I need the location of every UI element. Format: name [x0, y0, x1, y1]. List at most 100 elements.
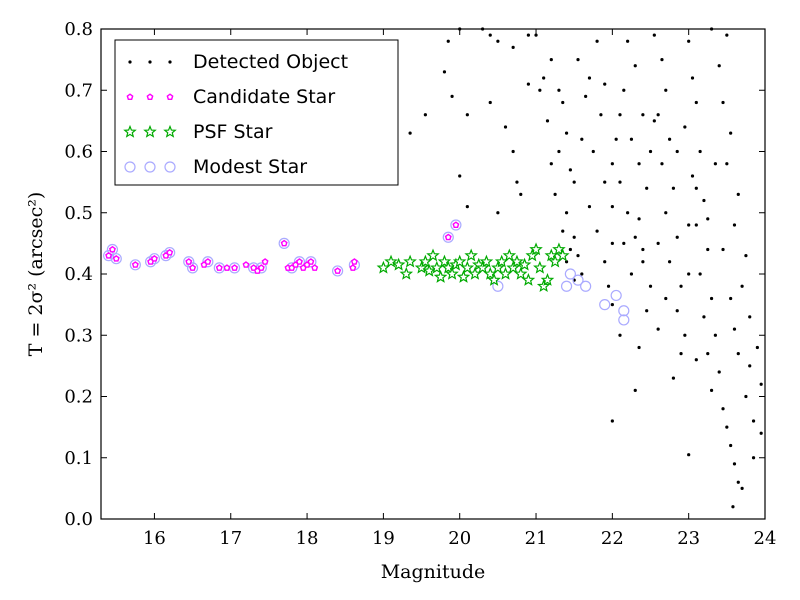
point-psf-star — [403, 254, 417, 268]
x-tick-label: 24 — [754, 528, 777, 549]
point-candidate-star — [280, 239, 288, 247]
point-detected-object — [580, 137, 584, 141]
point-detected-object — [465, 205, 469, 209]
point-detected-object — [683, 125, 687, 129]
point-detected-object — [568, 247, 572, 252]
y-tick-label: 0.2 — [64, 387, 93, 408]
legend-marker-detected-object — [168, 60, 172, 64]
point-psf-star — [426, 248, 440, 262]
x-tick-label: 17 — [219, 528, 242, 549]
point-detected-object — [725, 162, 729, 166]
point-detected-object — [740, 486, 744, 490]
point-detected-object — [587, 76, 592, 80]
point-modest-star — [564, 268, 576, 280]
point-detected-object — [725, 33, 729, 37]
point-psf-star — [487, 273, 501, 286]
point-detected-object — [542, 76, 546, 80]
point-detected-object — [736, 480, 740, 484]
point-modest-star — [580, 280, 592, 292]
point-candidate-star — [350, 258, 358, 265]
point-detected-object — [729, 296, 733, 301]
point-candidate-star — [223, 264, 231, 271]
point-detected-object — [732, 327, 737, 331]
point-psf-star — [533, 260, 547, 274]
point-detected-object — [488, 33, 492, 37]
legend: Detected Object Candidate Star PSF Star … — [114, 39, 399, 186]
point-detected-object — [698, 149, 702, 154]
point-detected-object — [549, 58, 553, 62]
series-psf-star — [376, 242, 570, 293]
point-detected-object — [759, 382, 763, 386]
point-detected-object — [465, 113, 469, 117]
point-detected-object — [603, 260, 607, 264]
point-detected-object — [576, 254, 580, 258]
point-detected-object — [694, 186, 698, 190]
point-detected-object — [671, 376, 676, 380]
point-detected-object — [446, 39, 450, 43]
point-candidate-star — [215, 264, 223, 271]
point-detected-object — [610, 419, 614, 423]
point-detected-object — [526, 82, 531, 86]
legend-marker-candidate-star — [166, 93, 174, 100]
legend-marker-candidate-star — [126, 93, 134, 100]
point-psf-star — [513, 266, 528, 280]
point-detected-object — [549, 162, 553, 166]
point-modest-star — [183, 256, 195, 268]
legend-label-detected-object: Detected Object — [193, 51, 348, 73]
legend-marker-psf-star — [163, 124, 177, 138]
legend-marker-psf-star — [143, 124, 157, 138]
point-detected-object — [709, 296, 714, 301]
point-detected-object — [622, 241, 626, 245]
legend-marker-candidate-star — [146, 93, 154, 100]
point-detected-object — [545, 119, 550, 123]
point-detected-object — [637, 217, 641, 221]
point-detected-object — [633, 235, 637, 239]
x-axis-label: Magnitude — [381, 561, 486, 583]
point-psf-star — [525, 248, 539, 262]
point-detected-object — [603, 82, 607, 86]
point-modest-star — [572, 274, 584, 286]
point-modest-star — [186, 262, 199, 274]
y-tick-label: 0.1 — [64, 448, 93, 469]
point-detected-object — [614, 137, 618, 141]
point-detected-object — [755, 345, 759, 350]
point-detected-object — [572, 180, 576, 184]
point-detected-object — [568, 168, 572, 172]
point-detected-object — [618, 180, 622, 184]
point-detected-object — [675, 309, 679, 313]
point-detected-object — [626, 211, 630, 215]
point-candidate-star — [444, 233, 452, 241]
point-detected-object — [694, 358, 698, 362]
x-tick-label: 16 — [143, 528, 166, 549]
y-axis-label: T = 2σ² (arcsec²) — [25, 192, 47, 357]
point-modest-star — [442, 231, 454, 243]
point-detected-object — [576, 58, 580, 62]
point-modest-star — [148, 253, 161, 265]
point-detected-object — [664, 211, 668, 215]
point-detected-object — [679, 352, 683, 356]
point-detected-object — [721, 407, 725, 411]
point-detected-object — [641, 247, 645, 252]
point-detected-object — [732, 223, 737, 227]
point-detected-object — [610, 205, 614, 209]
point-candidate-star — [150, 255, 158, 262]
point-detected-object — [515, 180, 519, 184]
point-detected-object — [511, 149, 515, 154]
series-modest-star — [103, 219, 630, 326]
point-detected-object — [496, 39, 500, 43]
point-detected-object — [698, 272, 702, 276]
point-psf-star — [441, 260, 456, 274]
point-psf-star — [414, 260, 429, 274]
point-modest-star — [618, 314, 630, 326]
point-detected-object — [736, 192, 740, 196]
point-detected-object — [641, 260, 645, 264]
point-detected-object — [690, 174, 695, 178]
point-detected-object — [564, 131, 569, 135]
point-psf-star — [391, 257, 406, 271]
legend-marker-modest-star — [144, 161, 156, 173]
point-detected-object — [580, 272, 584, 276]
point-modest-star — [331, 265, 344, 277]
point-detected-object — [751, 456, 756, 460]
point-detected-object — [671, 186, 676, 190]
point-candidate-star — [349, 264, 357, 271]
